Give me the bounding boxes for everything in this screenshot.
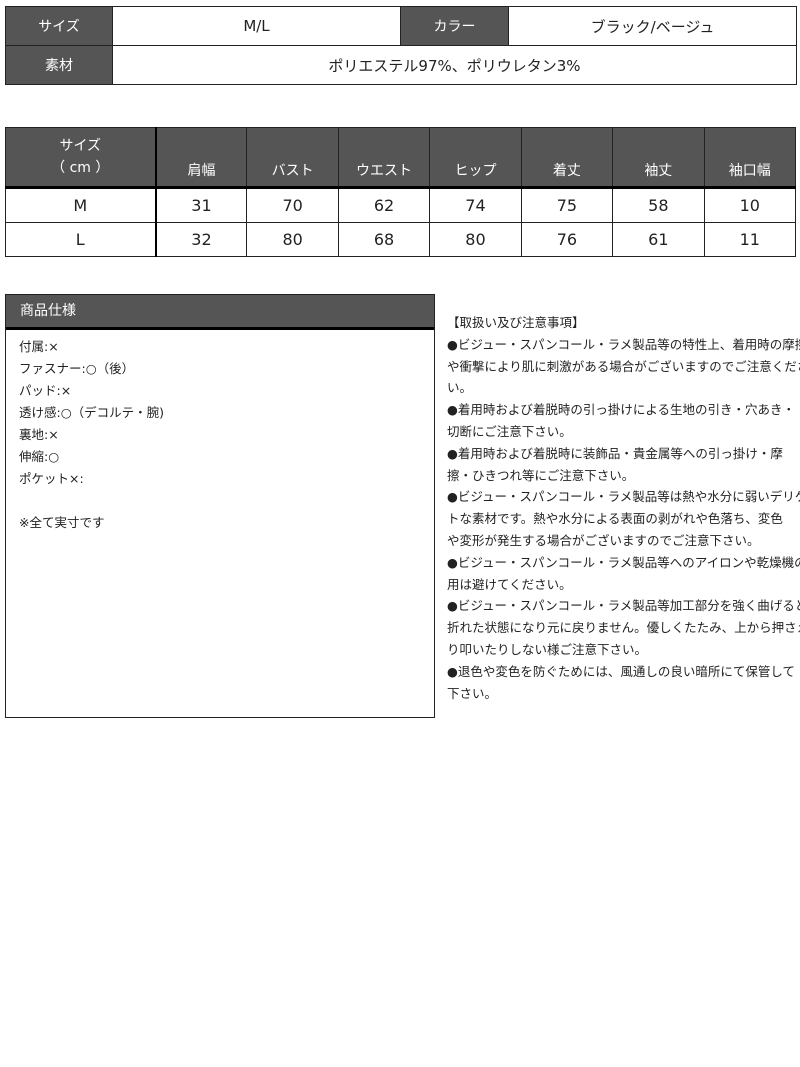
measurement-cell: 11 [703,222,797,257]
measurement-cell: 61 [612,222,705,257]
size-header-line2: （ cm ） [51,160,110,176]
note-line: ●着用時および着脱時の引っ掛けによる生地の引き・穴あき・ [447,402,796,418]
measurement-cell: 58 [612,187,705,223]
measurement-cell: 31 [154,187,248,223]
note-line: 折れた状態になり元に戻りません。優しくたたみ、上から押さえた [447,620,800,636]
size-header: サイズ （ cm ） [5,127,157,189]
measurement-cell: 74 [429,187,522,223]
note-line: 下さい。 [447,685,498,701]
column-header: ウエスト [337,127,431,189]
spec-item: ファスナー:○（後） [19,361,135,376]
material-value: ポリエステル97%、ポリウレタン3% [112,45,797,85]
care-notes: 【取扱い及び注意事項】 ●ビジュー・スパンコール・ラメ製品等の特性上、着用時の摩擦… [447,312,800,704]
note-line: ●ビジュー・スパンコール・ラメ製品等の特性上、着用時の摩擦 [447,336,800,352]
size-value: M/L [112,6,401,46]
measurement-cell: 32 [154,222,248,257]
spec-item: ※全て実寸です [19,515,105,530]
table-row: M 31 70 62 74 75 58 10 [5,187,797,223]
note-line: や変形が発生する場合がございますのでご注意下さい。 [447,532,760,548]
material-label: 素材 [5,45,113,85]
note-line: ●ビジュー・スパンコール・ラメ製品等加工部分を強く曲げると [447,598,800,614]
note-line: ●着用時および着脱時に装飾品・貴金属等への引っ掛け・摩 [447,445,783,461]
color-label: カラー [400,6,509,46]
measurement-cell: 70 [246,187,339,223]
spec-title: 商品仕様 [6,295,434,330]
measurement-cell: 62 [337,187,431,223]
measurement-cell: 10 [703,187,797,223]
note-line: ●退色や変色を防ぐためには、風通しの良い暗所にて保管して [447,663,796,679]
size-cell: L [5,222,157,257]
note-line: 用は避けてください。 [447,576,572,592]
measurement-cell: 80 [429,222,522,257]
spec-item: 伸縮:○ [19,449,60,464]
table-row: L 32 80 68 80 76 61 11 [5,222,797,257]
measurement-cell: 76 [520,222,614,257]
spec-panel: 商品仕様 付属:× ファスナー:○（後） パッド:× 透け感:○（デコルテ・腕) 裏地:… [5,294,435,718]
column-header: 袖丈 [612,127,705,189]
measurement-cell: 80 [246,222,339,257]
spec-item: ポケット×: [19,471,84,486]
measurement-cell: 68 [337,222,431,257]
note-line: り叩いたりしない様ご注意下さい。 [447,641,648,657]
spec-item: 透け感:○（デコルテ・腕) [19,405,164,420]
color-value: ブラック/ベージュ [508,6,797,46]
note-line: トな素材です。熱や水分による表面の剥がれや色落ち、変色 [447,511,783,527]
spec-list: 付属:× ファスナー:○（後） パッド:× 透け感:○（デコルテ・腕) 裏地:× 伸縮:○… [6,330,434,540]
spec-item: 裏地:× [19,427,59,442]
note-line: や衝撃により肌に刺激がある場合がございますのでご注意くださ [447,358,800,374]
note-line: 擦・ひきつれ等にご注意下さい。 [447,467,635,483]
size-chart-table: サイズ （ cm ） 肩幅 バスト ウエスト ヒップ 着丈 袖丈 袖口幅 M 31 70 62 74 7… [5,127,797,257]
note-line: 【取扱い及び注意事項】 [447,315,585,330]
note-line: ●ビジュー・スパンコール・ラメ製品等へのアイロンや乾燥機の使 [447,554,800,570]
column-header: 袖口幅 [703,127,797,189]
spec-item: パッド:× [19,383,72,398]
note-line: い。 [447,380,473,396]
column-header: ヒップ [429,127,522,189]
column-header: 着丈 [520,127,614,189]
size-cell: M [5,187,157,223]
note-line: ●ビジュー・スパンコール・ラメ製品等は熱や水分に弱いデリケー [447,489,800,505]
basic-info-table: サイズ M/L カラー ブラック/ベージュ 素材 ポリエステル97%、ポリウレタ… [5,6,797,85]
size-label: サイズ [5,6,113,46]
column-header: 肩幅 [154,127,248,189]
size-header-line1: サイズ [59,138,102,154]
spec-item [19,490,421,512]
column-header: バスト [246,127,339,189]
measurement-cell: 75 [520,187,614,223]
spec-item: 付属:× [19,339,59,354]
note-line: 切断にご注意下さい。 [447,423,572,439]
